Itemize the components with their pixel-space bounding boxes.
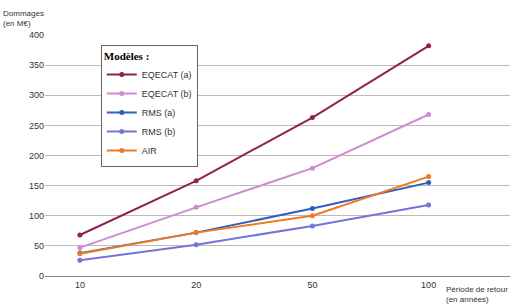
svg-text:10: 10 [75, 280, 85, 290]
svg-text:0: 0 [39, 271, 44, 281]
svg-text:20: 20 [191, 280, 201, 290]
svg-text:RMS (b): RMS (b) [142, 127, 176, 137]
svg-text:100: 100 [29, 211, 44, 221]
svg-text:50: 50 [34, 241, 44, 251]
svg-text:350: 350 [29, 60, 44, 70]
svg-text:EQECAT (a): EQECAT (a) [142, 70, 192, 80]
svg-text:300: 300 [29, 90, 44, 100]
svg-text:AIR: AIR [142, 146, 158, 156]
svg-text:250: 250 [29, 121, 44, 131]
svg-text:400: 400 [29, 30, 44, 40]
svg-text:Dommages(en M€): Dommages(en M€) [3, 9, 44, 28]
svg-text:150: 150 [29, 181, 44, 191]
svg-text:50: 50 [307, 280, 317, 290]
svg-text:200: 200 [29, 151, 44, 161]
svg-text:EQECAT (b): EQECAT (b) [142, 89, 192, 99]
svg-text:Modèles :: Modèles : [104, 50, 150, 62]
svg-text:RMS (a): RMS (a) [142, 108, 176, 118]
svg-text:100: 100 [421, 280, 436, 290]
svg-text:Période de retour(en années): Période de retour(en années) [446, 285, 508, 304]
